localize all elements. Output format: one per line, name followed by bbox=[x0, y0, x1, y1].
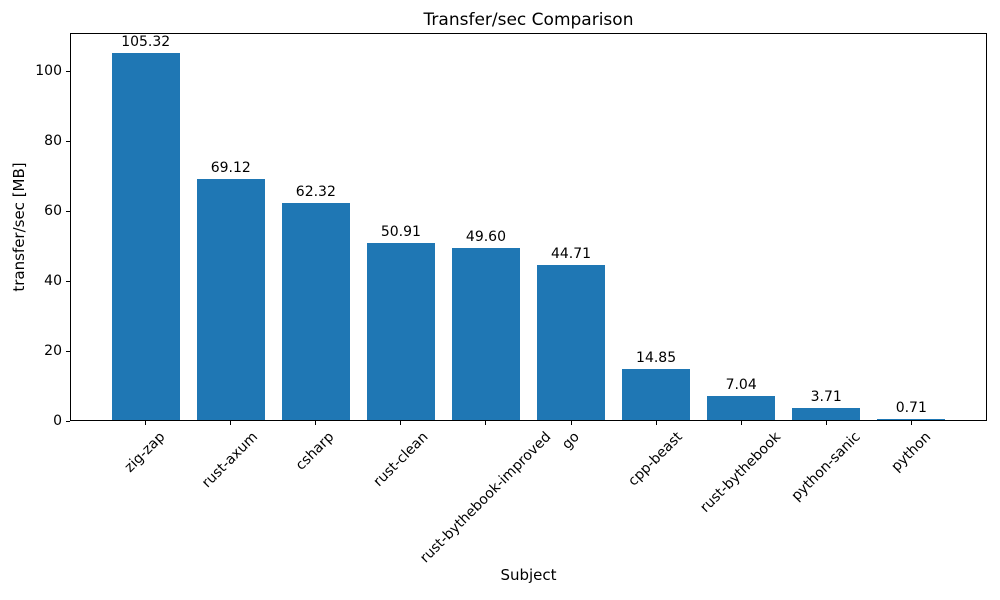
x-tick-mark bbox=[910, 421, 912, 425]
x-tick-mark bbox=[655, 421, 657, 425]
bar-cpp-beast bbox=[622, 369, 691, 421]
bar-value-label: 49.60 bbox=[465, 228, 506, 245]
bar-value-label: 7.04 bbox=[725, 377, 757, 394]
x-tick-label-text: zig-zap bbox=[122, 429, 169, 476]
x-tick-mark bbox=[315, 421, 317, 425]
y-tick-label: 0 bbox=[53, 412, 62, 429]
x-tick-mark bbox=[485, 421, 487, 425]
bar-rust-bythebook-improved bbox=[451, 247, 520, 421]
x-tick-label-text: python-sanic bbox=[788, 429, 864, 505]
bar-rust-axum bbox=[196, 179, 265, 421]
x-tick-label-text: rust-axum bbox=[199, 429, 262, 492]
bar-rust-clean bbox=[366, 243, 435, 421]
x-tick-label-text: cpp-beast bbox=[625, 429, 686, 490]
y-tick-mark bbox=[66, 350, 70, 352]
bar-value-label: 14.85 bbox=[636, 350, 677, 367]
x-tick-mark bbox=[570, 421, 572, 425]
x-tick-label-text: rust-bythebook bbox=[697, 429, 785, 516]
y-tick-mark bbox=[66, 70, 70, 72]
y-tick-label: 80 bbox=[44, 132, 62, 149]
x-tick-mark bbox=[825, 421, 827, 425]
y-tick-label: 40 bbox=[44, 272, 62, 289]
x-tick-mark bbox=[740, 421, 742, 425]
y-tick-label: 60 bbox=[44, 202, 62, 219]
bar-python bbox=[877, 418, 946, 421]
x-tick-label-text: python bbox=[887, 429, 934, 475]
bar-rust-bythebook bbox=[707, 396, 776, 421]
bar-value-label: 105.32 bbox=[121, 33, 171, 50]
y-tick-mark bbox=[66, 210, 70, 212]
bar-go bbox=[537, 264, 606, 421]
x-tick-mark bbox=[400, 421, 402, 425]
bar-python-sanic bbox=[792, 408, 861, 421]
y-tick-mark bbox=[66, 420, 70, 422]
bar-zig-zap bbox=[111, 52, 180, 421]
x-tick-mark bbox=[230, 421, 232, 425]
x-tick-label-text: go bbox=[558, 429, 583, 453]
chart-title: Transfer/sec Comparison bbox=[423, 10, 634, 30]
x-tick-label-text: rust-clean bbox=[370, 429, 431, 490]
x-tick-mark bbox=[145, 421, 147, 425]
bar-value-label: 3.71 bbox=[810, 389, 842, 406]
x-tick-label-text: csharp bbox=[293, 429, 338, 474]
bar-value-label: 62.32 bbox=[295, 184, 336, 201]
y-tick-mark bbox=[66, 280, 70, 282]
y-tick-label: 100 bbox=[35, 62, 62, 79]
x-axis-label: Subject bbox=[500, 566, 557, 584]
bar-value-label: 69.12 bbox=[210, 160, 251, 177]
bar-value-label: 0.71 bbox=[895, 399, 927, 416]
bar-value-label: 44.71 bbox=[550, 245, 592, 262]
bar-value-label: 50.91 bbox=[380, 224, 421, 241]
x-tick-label-text: rust-bythebook-improved bbox=[417, 429, 555, 567]
y-tick-label: 20 bbox=[44, 342, 62, 359]
y-tick-mark bbox=[66, 140, 70, 142]
bar-csharp bbox=[281, 203, 350, 421]
plot-area: 105.32 69.12 62.32 50.91 49.60 44.71 14.85 7.04… bbox=[70, 33, 987, 421]
